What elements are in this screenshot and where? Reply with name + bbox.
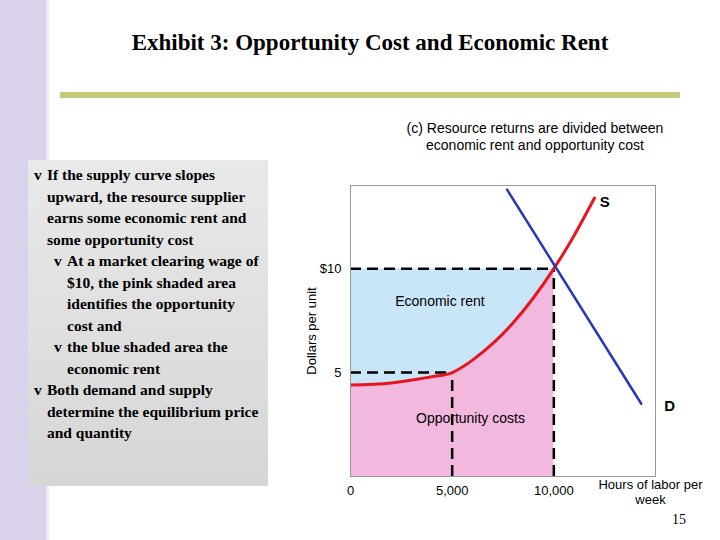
html-text:Hours of labor per week: Hours of labor per week: [598, 477, 703, 507]
svg-text:10,000: 10,000: [534, 483, 574, 498]
html-text:v At a market clearing wage of: v At a market clearing wage of $10, the …: [54, 252, 259, 334]
svg-text:$10: $10: [320, 261, 342, 276]
svg-text:5,000: 5,000: [436, 483, 469, 498]
svg-text:0: 0: [347, 483, 354, 498]
svg-text:5: 5: [334, 365, 341, 380]
svg-text:S: S: [600, 193, 610, 210]
html-text:(c) Resource returns are divid: (c) Resource returns are divided between…: [406, 120, 664, 153]
html-text:v If the supply curve slopes u: v If the supply curve slopes upward, the…: [34, 166, 247, 248]
svg-text:Economic rent: Economic rent: [395, 293, 485, 309]
html-text:v Both demand and supply deter: v Both demand and supply determine the e…: [34, 381, 259, 441]
svg-text:D: D: [664, 397, 675, 414]
html-text:v the blue shaded area the eco: v the blue shaded area the economic rent: [54, 338, 228, 377]
html-text:15: 15: [672, 512, 686, 527]
html-text:Exhibit 3: Opportunity Cost an: Exhibit 3: Opportunity Cost and Economic…: [131, 30, 609, 55]
svg-text:Dollars per unit: Dollars per unit: [304, 287, 319, 375]
svg-text:Opportunity costs: Opportunity costs: [416, 410, 525, 426]
